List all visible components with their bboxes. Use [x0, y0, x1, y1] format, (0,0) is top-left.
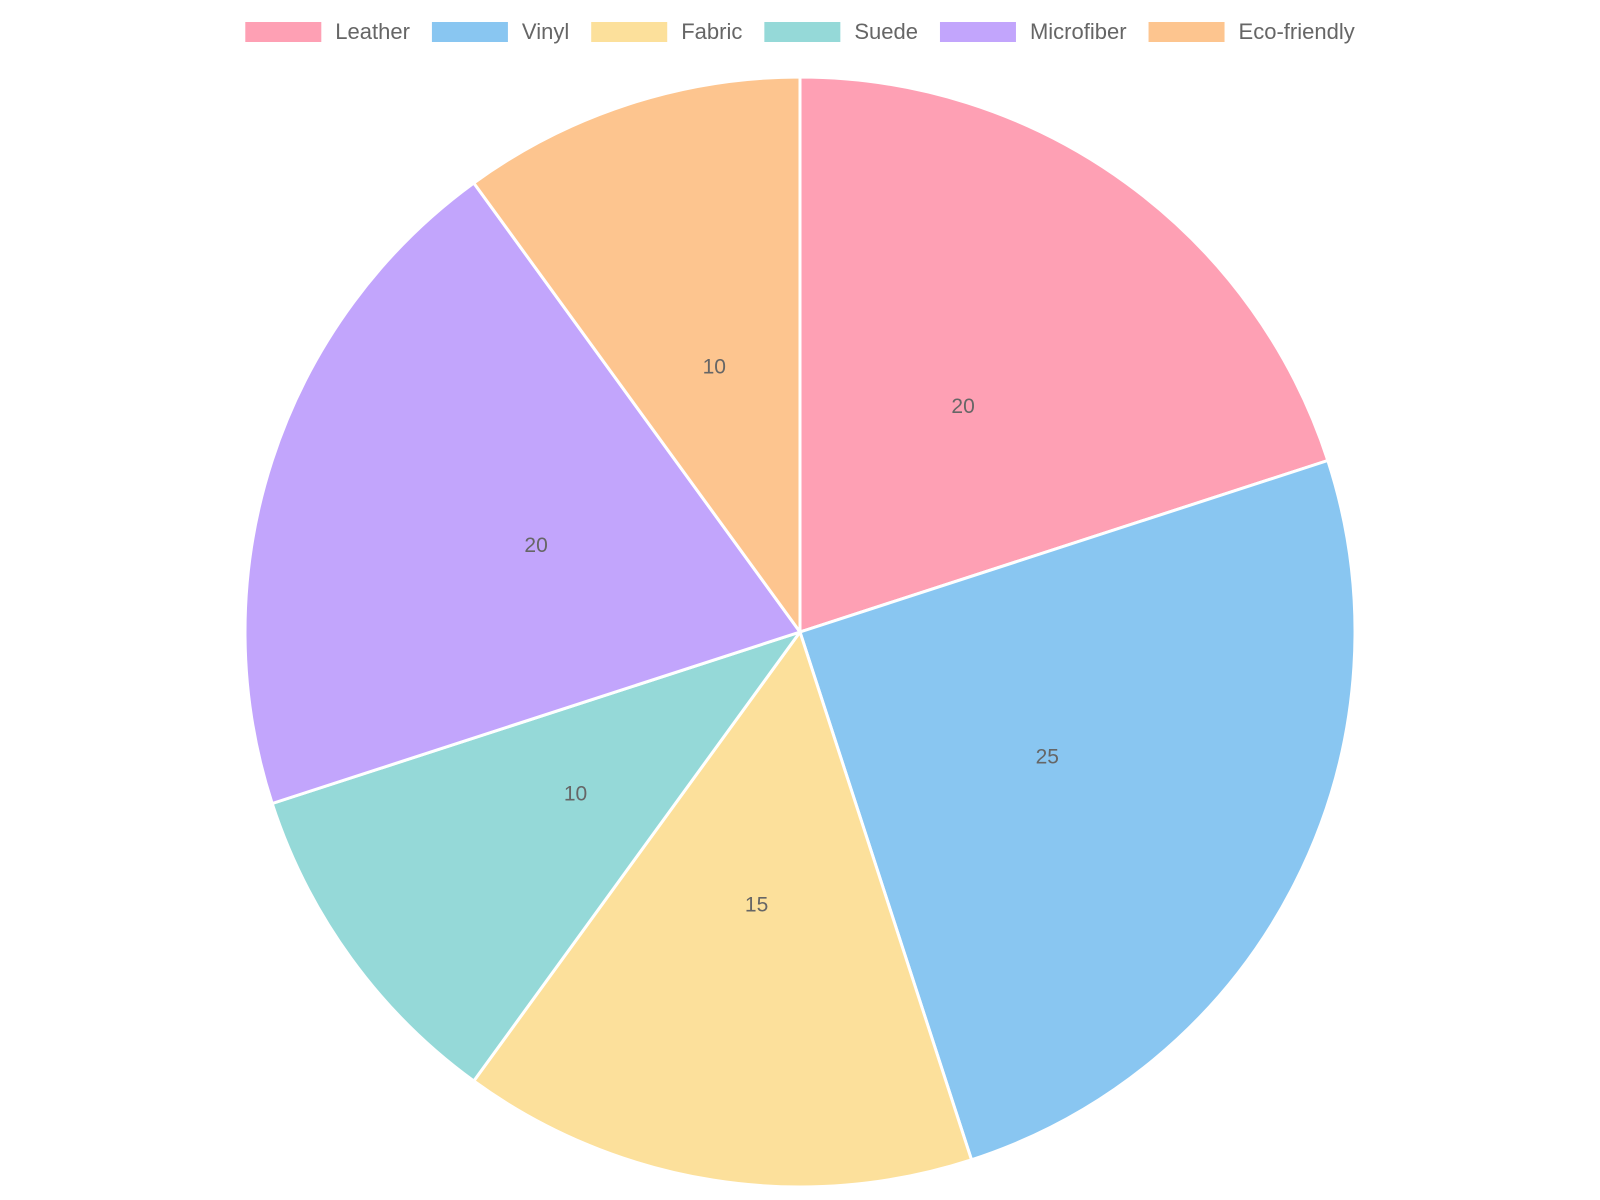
legend-item: Microfiber: [939, 19, 1127, 44]
value-label: 20: [951, 395, 974, 418]
pie-slice: [798, 75, 1330, 635]
legend-text: Leather: [335, 19, 410, 44]
legend-text: Microfiber: [1030, 19, 1127, 44]
legend-item: Leather: [245, 19, 410, 44]
value-labels: 20 25 15 10 20 10: [524, 356, 1059, 917]
legend-item: Vinyl: [431, 19, 569, 44]
pie-slice: [798, 458, 1357, 1162]
pie: [243, 75, 1357, 1189]
legend-item: Eco-friendly: [1148, 19, 1355, 44]
legend-swatch: [591, 22, 668, 42]
pie-slice: [243, 180, 803, 806]
legend-text: Eco-friendly: [1239, 19, 1355, 44]
legend-swatch: [431, 22, 508, 42]
legend-swatch: [939, 22, 1016, 42]
pie-slice: [270, 629, 804, 1084]
legend-swatch: [245, 22, 322, 42]
value-label: 20: [524, 534, 547, 557]
legend-swatch: [764, 22, 841, 42]
legend-text: Vinyl: [522, 19, 569, 44]
legend-item: Suede: [764, 19, 918, 44]
value-label: 15: [745, 894, 768, 917]
pie-slice: [471, 628, 974, 1189]
value-label: 10: [703, 356, 726, 379]
legend-text: Fabric: [681, 19, 742, 44]
value-label: 25: [1036, 746, 1059, 769]
pie-slice: [471, 75, 802, 637]
legend-text: Suede: [854, 19, 918, 44]
value-label: 10: [564, 783, 587, 806]
legend-swatch: [1148, 22, 1225, 42]
legend: Leather Vinyl Fabric Suede Microfiber Eco-fri…: [245, 19, 1355, 44]
legend-item: Fabric: [591, 19, 742, 44]
